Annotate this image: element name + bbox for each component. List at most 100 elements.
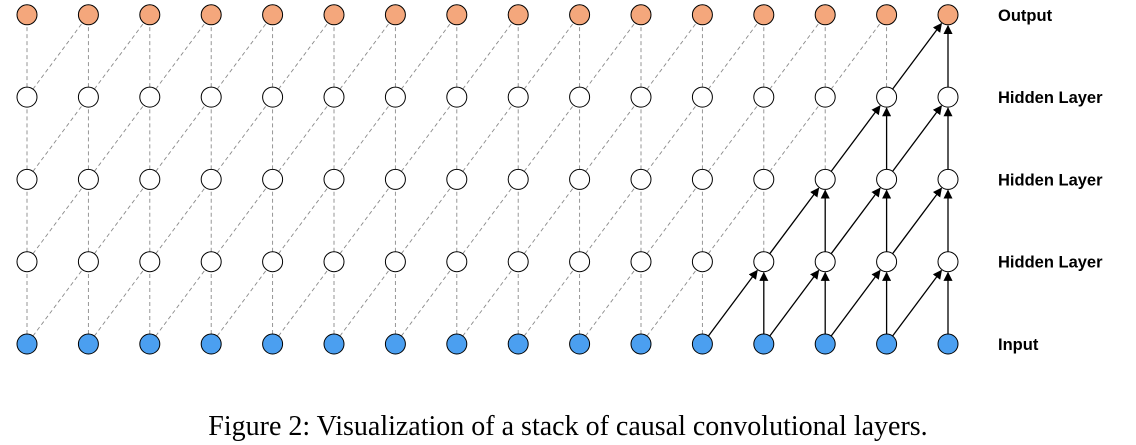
arrow-edge — [707, 269, 758, 337]
dashed-edge — [94, 104, 145, 172]
arrow-edge — [892, 187, 942, 255]
input-node — [77, 333, 99, 355]
hidden-layer-label: Hidden Layer — [998, 171, 1103, 189]
hidden-node — [323, 251, 345, 273]
hidden-node — [937, 168, 959, 190]
hidden-layer-label: Hidden Layer — [998, 89, 1103, 107]
dashed-edge — [401, 187, 452, 254]
hidden-node — [77, 251, 99, 273]
arrow-edge — [769, 187, 820, 255]
dashed-edge — [585, 104, 636, 172]
hidden-node — [262, 86, 284, 108]
input-node — [323, 333, 345, 355]
output-node — [384, 4, 406, 26]
dashed-edge — [339, 269, 390, 337]
output-node — [507, 4, 529, 26]
dashed-edge — [216, 104, 267, 172]
hidden-node — [446, 251, 468, 273]
hidden-node — [630, 86, 652, 108]
hidden-node — [876, 251, 898, 273]
hidden-node — [814, 168, 836, 190]
hidden-node — [446, 86, 468, 108]
input-node — [630, 333, 652, 355]
dashed-edge — [94, 269, 145, 337]
dashed-edges — [26, 22, 888, 337]
input-node — [139, 333, 161, 355]
hidden-node — [384, 86, 406, 108]
arrow-edge — [769, 269, 820, 337]
layer-labels: Input Hidden Layer Hidden Layer Hidden Laye… — [998, 7, 1103, 354]
dashed-edge — [462, 187, 513, 254]
hidden-node — [753, 251, 775, 273]
arrow-edge — [830, 187, 881, 255]
output-node — [630, 4, 652, 26]
output-node — [814, 4, 836, 26]
dashed-edge — [94, 22, 145, 90]
dashed-edge — [523, 269, 574, 337]
hidden-node — [937, 251, 959, 273]
hidden-node — [569, 86, 591, 108]
dashed-edge — [216, 269, 267, 337]
output-node — [876, 4, 898, 26]
dashed-edge — [462, 269, 513, 337]
dashed-edge — [401, 104, 452, 172]
output-node — [139, 4, 161, 26]
receptive-field-edges — [707, 22, 953, 337]
dashed-edge — [523, 187, 574, 254]
dashed-edge — [830, 22, 881, 90]
output-node — [77, 4, 99, 26]
dashed-edge — [401, 22, 452, 90]
hidden-node — [77, 168, 99, 190]
hidden-node — [507, 251, 529, 273]
hidden-node — [691, 251, 713, 273]
hidden-node — [323, 168, 345, 190]
hidden-node — [16, 251, 38, 273]
input-node — [384, 333, 406, 355]
dashed-edge — [401, 269, 452, 337]
input-node — [691, 333, 713, 355]
output-node — [569, 4, 591, 26]
hidden-layer-label: Hidden Layer — [998, 254, 1103, 272]
dashed-edge — [708, 187, 759, 254]
hidden-node — [16, 86, 38, 108]
input-node — [753, 333, 775, 355]
arrow-edge — [892, 269, 942, 337]
input-node — [262, 333, 284, 355]
dashed-edge — [585, 22, 636, 90]
dashed-edge — [32, 269, 83, 337]
figure-caption: Figure 2: Visualization of a stack of ca… — [208, 411, 928, 442]
input-node — [16, 333, 38, 355]
dashed-edge — [769, 22, 820, 90]
hidden-node — [262, 168, 284, 190]
hidden-node — [200, 86, 222, 108]
dashed-edge — [155, 269, 206, 337]
causal-convolution-diagram: Input Hidden Layer Hidden Layer Hidden Laye… — [16, 4, 1103, 355]
output-node — [262, 4, 284, 26]
input-node — [200, 333, 222, 355]
hidden-node — [691, 168, 713, 190]
input-node — [876, 333, 898, 355]
hidden-node — [200, 251, 222, 273]
input-node — [569, 333, 591, 355]
dashed-edge — [32, 22, 83, 90]
dashed-edge — [646, 22, 697, 90]
dashed-edge — [155, 22, 206, 90]
dashed-edge — [94, 187, 145, 254]
input-node — [507, 333, 529, 355]
dashed-edge — [769, 104, 820, 172]
dashed-edge — [278, 104, 329, 172]
dashed-edge — [155, 104, 206, 172]
input-node — [937, 333, 959, 355]
dashed-edge — [523, 22, 574, 90]
dashed-edge — [646, 269, 697, 337]
hidden-node — [630, 251, 652, 273]
dashed-edge — [523, 104, 574, 172]
hidden-node — [569, 168, 591, 190]
dashed-edge — [462, 104, 513, 172]
dashed-edge — [708, 22, 759, 90]
dashed-edge — [646, 187, 697, 254]
hidden-node — [139, 251, 161, 273]
hidden-node — [384, 251, 406, 273]
input-node — [814, 333, 836, 355]
dashed-edge — [708, 104, 759, 172]
